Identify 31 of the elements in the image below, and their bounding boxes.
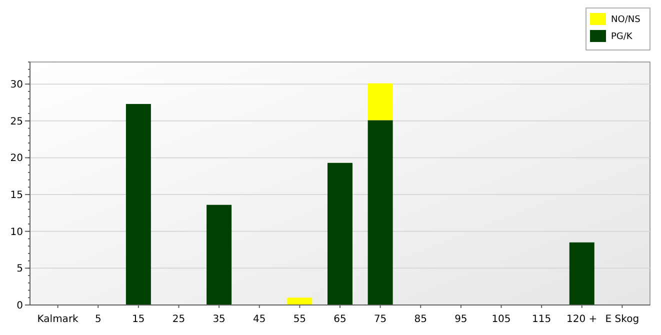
x-tick-label: E Skog [605,314,640,325]
y-tick-label: 25 [10,116,23,128]
y-tick-label: 15 [10,190,23,202]
legend-label: NO/NS [611,15,641,26]
x-tick-label: 15 [132,314,145,325]
y-tick-label: 5 [16,264,23,275]
y-tick-label: 30 [10,80,23,91]
x-tick-label: 115 [532,314,552,325]
bar [368,83,393,120]
x-tick-label: 45 [253,314,266,325]
bar [368,120,393,305]
x-tick-label: 85 [414,314,427,325]
bar [126,104,151,305]
legend-label: PG/K [611,32,634,42]
x-tick-label: 65 [334,314,346,325]
x-tick-label: 55 [293,314,306,325]
bar [569,242,594,305]
bar [328,162,352,305]
bar [287,298,312,305]
x-tick-label: 105 [492,314,511,325]
x-tick-label: 5 [94,314,102,325]
x-tick-label: 120 + [566,314,598,325]
x-tick-label: Kalmark [37,314,79,325]
x-tick-label: 35 [212,314,226,325]
bar [206,204,232,305]
x-tick-label: 95 [454,314,468,325]
x-tick-label: 75 [374,314,387,325]
y-tick-label: 0 [16,300,23,312]
y-tick-label: 20 [10,153,23,164]
x-tick-label: 25 [172,314,186,325]
y-tick-label: 10 [10,226,23,238]
